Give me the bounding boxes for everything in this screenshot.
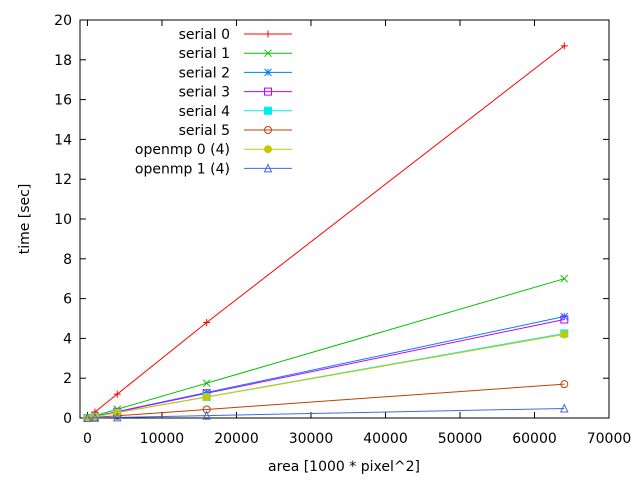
legend-entry: serial 1 (179, 46, 292, 62)
series-1 (83, 274, 569, 422)
data-point (560, 315, 569, 324)
y-tick-label: 8 (63, 252, 72, 268)
data-point (83, 412, 92, 422)
y-tick-label: 10 (54, 212, 72, 228)
legend-marker (264, 106, 272, 115)
legend-label: serial 5 (179, 123, 230, 139)
x-tick-label: 50000 (438, 431, 483, 447)
y-tick-label: 6 (63, 292, 72, 308)
series-7 (83, 403, 569, 422)
y-tick-label: 20 (54, 13, 72, 29)
series-line (87, 319, 565, 419)
y-tick-label: 0 (63, 411, 72, 427)
data-point (202, 405, 211, 414)
series-line (87, 333, 565, 419)
y-tick-label: 12 (54, 172, 72, 188)
x-axis-label: area [1000 * pixel^2] (268, 459, 420, 475)
data-point (560, 312, 569, 321)
y-axis-label: time [sec] (17, 184, 33, 255)
x-tick-label: 10000 (140, 431, 185, 447)
legend-entry: openmp 0 (4) (135, 142, 292, 158)
data-point (560, 380, 569, 389)
legend-label: serial 0 (179, 27, 230, 43)
y-tick-label: 4 (63, 331, 72, 347)
legend-label: openmp 0 (4) (135, 142, 230, 158)
data-point (202, 410, 211, 420)
y-tick-label: 16 (54, 93, 72, 109)
legend-entry: serial 0 (179, 27, 292, 43)
y-tick-label: 18 (54, 53, 72, 69)
x-tick-label: 70000 (587, 431, 632, 447)
data-point (202, 379, 211, 388)
legend-marker (264, 145, 272, 154)
legend-marker (264, 87, 272, 96)
x-tick-label: 40000 (363, 431, 408, 447)
legend-marker (264, 49, 272, 58)
data-point (203, 318, 211, 326)
legend-entry: serial 4 (179, 104, 292, 120)
legend-label: serial 1 (179, 46, 230, 62)
series-line (87, 45, 565, 419)
data-point (112, 412, 122, 422)
data-point (202, 393, 211, 402)
data-point (560, 42, 568, 50)
series-6 (83, 330, 569, 422)
legend-marker (264, 68, 272, 77)
series-layer (83, 42, 569, 422)
x-tick-label: 20000 (214, 431, 259, 447)
data-point (113, 390, 121, 398)
legend-marker (264, 126, 272, 134)
legend-label: openmp 1 (4) (135, 161, 230, 177)
data-point (560, 330, 569, 339)
data-point (560, 403, 569, 413)
data-point (560, 274, 569, 283)
data-point (90, 412, 100, 422)
series-0 (83, 42, 568, 422)
x-tick-label: 60000 (512, 431, 557, 447)
legend-label: serial 3 (179, 85, 230, 101)
legend-entry: openmp 1 (4) (135, 161, 292, 177)
axis-ticks: 0 10000 20000 30000 40000 50000 60000 70000 0 2 4 6… (54, 13, 631, 447)
x-tick-label: 0 (83, 431, 92, 447)
legend-entry: serial 3 (179, 85, 292, 101)
legend-entry: serial 2 (179, 65, 292, 81)
x-tick-label: 30000 (289, 431, 334, 447)
series-line (87, 407, 565, 419)
y-tick-label: 2 (63, 371, 72, 387)
legend-entry: serial 5 (179, 123, 292, 139)
legend-label: serial 4 (179, 104, 230, 120)
y-tick-label: 14 (54, 132, 72, 148)
series-line (87, 278, 565, 419)
series-5 (83, 380, 569, 422)
plot-frame (79, 19, 610, 419)
legend-marker (264, 30, 272, 38)
legend-label: serial 2 (179, 65, 230, 81)
legend: serial 0 serial 1 serial 2 serial 3 serial 4… (135, 27, 292, 177)
legend-marker (263, 163, 273, 173)
